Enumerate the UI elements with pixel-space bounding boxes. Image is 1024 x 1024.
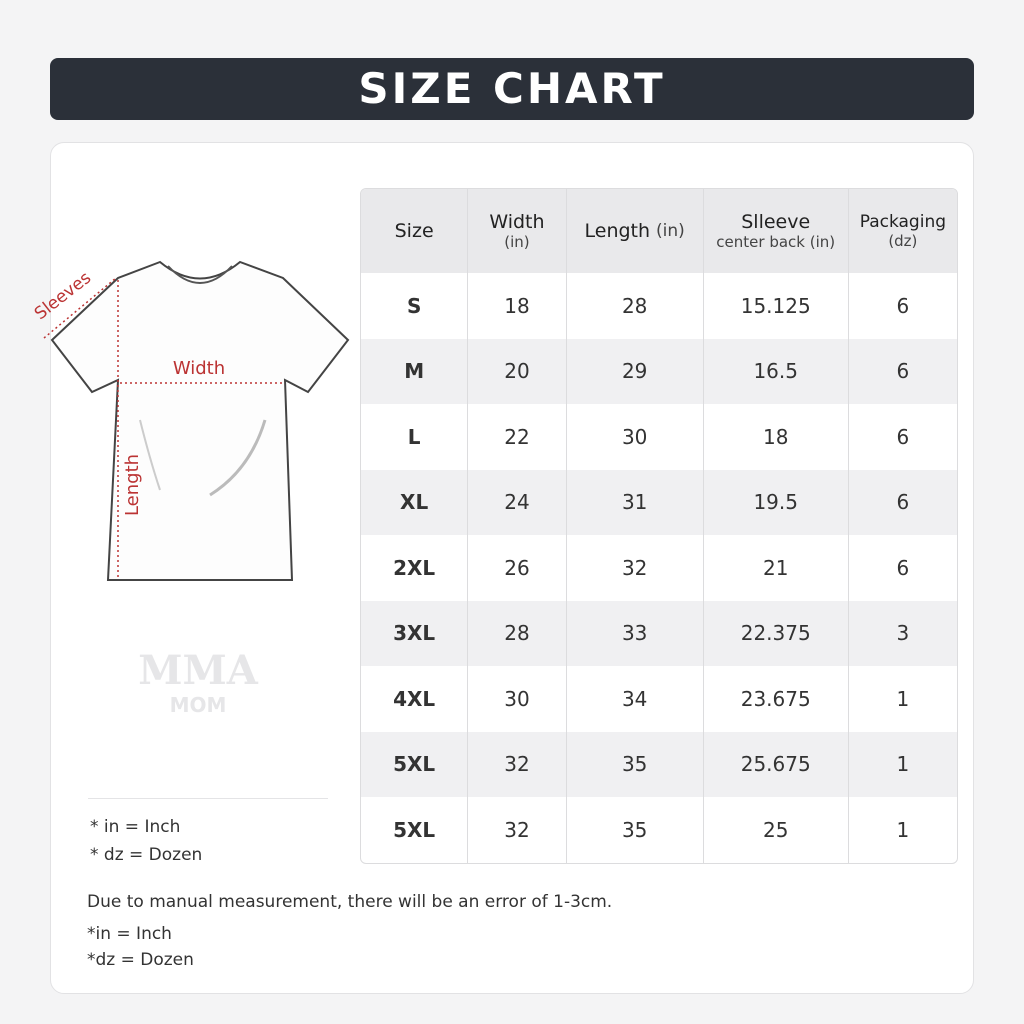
value-cell: 26 — [468, 535, 567, 601]
header-label: Length — [584, 220, 651, 242]
header-label: Packaging — [859, 212, 947, 232]
table-row: XL 24 31 19.5 6 — [361, 469, 957, 535]
header-cell: Length (in) — [567, 189, 704, 273]
table-row: 5XL 32 35 25.675 1 — [361, 731, 957, 797]
divider — [88, 798, 328, 799]
value-cell: 19.5 — [704, 469, 849, 535]
table-row: 4XL 30 34 23.675 1 — [361, 666, 957, 732]
header-unit: center back (in) — [716, 233, 836, 251]
value-cell: 6 — [896, 555, 910, 580]
value-cell: 22.375 — [704, 600, 849, 666]
note: * dz = Dozen — [90, 845, 203, 865]
value-cell: 25.675 — [704, 731, 849, 797]
header-cell: Slleeve center back (in) — [704, 189, 849, 273]
value-cell: 6 — [896, 490, 910, 515]
value-cell: 31 — [567, 469, 704, 535]
value-cell: 35 — [567, 797, 704, 863]
value-cell: 6 — [896, 424, 910, 449]
value-cell: 32 — [567, 535, 704, 601]
footer-note: Due to manual measurement, there will be… — [87, 892, 613, 912]
value-cell: 21 — [704, 535, 849, 601]
value-cell: 33 — [567, 600, 704, 666]
size-cell: L — [361, 404, 469, 470]
header-unit: (in) — [504, 233, 530, 251]
value-cell: 25 — [704, 797, 849, 863]
header-row: Size Width (in) Length (in) Slleeve center … — [361, 189, 957, 273]
value-cell: 32 — [468, 731, 567, 797]
value-cell: 1 — [896, 752, 910, 777]
size-cell: 2XL — [361, 535, 469, 601]
size-cell: 5XL — [361, 797, 469, 863]
header-cell: Size — [361, 189, 469, 273]
footer-note: *dz = Dozen — [87, 950, 194, 970]
size-cell: M — [361, 338, 469, 404]
value-cell: 15.125 — [704, 273, 849, 339]
value-cell: 28 — [567, 273, 704, 339]
size-cell: 5XL — [361, 731, 469, 797]
value-cell: 3 — [896, 621, 910, 646]
size-cell: 4XL — [361, 666, 469, 732]
header-cell: Width (in) — [468, 189, 567, 273]
value-cell: 18 — [468, 273, 567, 339]
value-cell: 6 — [896, 359, 910, 384]
value-cell: 34 — [567, 666, 704, 732]
table-row: M 20 29 16.5 6 — [361, 338, 957, 404]
header-label: Slleeve — [741, 211, 811, 233]
title-bar: SIZE CHART — [50, 58, 974, 120]
size-cell: S — [361, 273, 469, 339]
header-label: Size — [394, 220, 434, 242]
footer-note: *in = Inch — [87, 924, 172, 944]
value-cell: 23.675 — [704, 666, 849, 732]
value-cell: 32 — [468, 797, 567, 863]
table-row: 3XL 28 33 22.375 3 — [361, 600, 957, 666]
size-cell: 3XL — [361, 600, 469, 666]
value-cell: 1 — [896, 686, 910, 711]
value-cell: 28 — [468, 600, 567, 666]
value-cell: 30 — [468, 666, 567, 732]
size-table: Size Width (in) Length (in) Slleeve center … — [360, 188, 958, 864]
note: * in = Inch — [90, 817, 181, 837]
value-cell: 30 — [567, 404, 704, 470]
header-unit: (in) — [656, 221, 685, 241]
table-row: 5XL 32 35 25 1 — [361, 797, 957, 863]
value-cell: 22 — [468, 404, 567, 470]
header-label: Width — [489, 211, 545, 233]
size-cell: XL — [361, 469, 469, 535]
value-cell: 16.5 — [704, 338, 849, 404]
value-cell: 29 — [567, 338, 704, 404]
table-row: S 18 28 15.125 6 — [361, 273, 957, 339]
table-row: L 22 30 18 6 — [361, 404, 957, 470]
value-cell: 18 — [704, 404, 849, 470]
value-cell: 35 — [567, 731, 704, 797]
value-cell: 6 — [896, 293, 910, 318]
value-cell: 20 — [468, 338, 567, 404]
value-cell: 1 — [896, 817, 910, 842]
header-unit: (dz) — [888, 232, 918, 250]
table-row: 2XL 26 32 21 6 — [361, 535, 957, 601]
header-cell: Packaging (dz) — [849, 189, 957, 273]
value-cell: 24 — [468, 469, 567, 535]
